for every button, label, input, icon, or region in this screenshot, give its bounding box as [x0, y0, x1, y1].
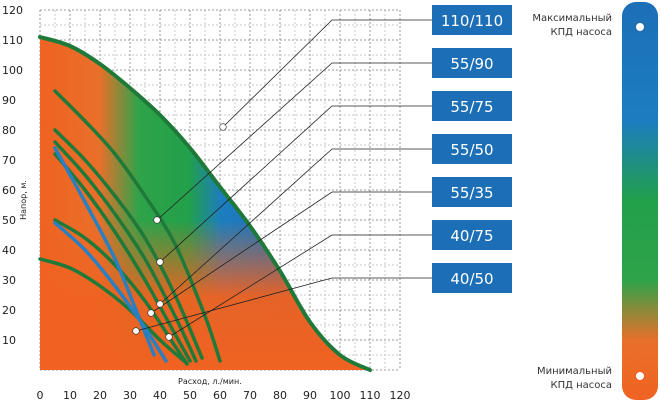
series-label-box [432, 134, 512, 164]
curves [38, 35, 372, 372]
x-tick-label: 20 [93, 389, 107, 402]
max-label-line2: КПД насоса [550, 27, 612, 38]
series-marker [147, 309, 155, 317]
efficiency-scale-bar [622, 2, 658, 400]
series-marker [165, 333, 173, 341]
series-curve [53, 152, 192, 363]
series-label-box [432, 48, 512, 78]
max-label-line1: Максимальный [532, 13, 612, 24]
series-label-text: 55/75 [450, 98, 493, 116]
efficiency-scale: Максимальный КПД насоса Минимальный КПД … [532, 2, 658, 400]
x-tick-label: 40 [153, 389, 167, 402]
series-marker [219, 123, 227, 131]
x-tick-label: 70 [243, 389, 257, 402]
y-tick-label: 20 [2, 304, 16, 317]
markers [132, 123, 227, 341]
leader-line [159, 148, 432, 305]
x-tick-label: 30 [123, 389, 137, 402]
series-label-text: 55/90 [450, 55, 493, 73]
series-label-box [432, 5, 512, 35]
x-tick-label: 10 [63, 389, 77, 402]
y-tick-label: 110 [2, 34, 23, 47]
series-curve [38, 35, 372, 372]
scale-max-marker [634, 21, 646, 33]
series-marker [156, 300, 164, 308]
x-axis-title: Расход, л./мин. [178, 377, 242, 386]
y-tick-label: 10 [2, 334, 16, 347]
series-label-box [432, 220, 512, 250]
leader-line [156, 62, 432, 221]
leader-line [150, 191, 432, 314]
leader-line [168, 234, 432, 338]
x-tick-label: 60 [213, 389, 227, 402]
series-labels: 110/110 55/90 55/75 55/50 55/35 40/75 40/50 [432, 5, 512, 293]
series-label: 55/50 [432, 134, 512, 164]
series-marker [132, 327, 140, 335]
y-tick-label: 60 [2, 184, 16, 197]
x-tick-label: 90 [303, 389, 317, 402]
series-label: 55/35 [432, 177, 512, 207]
y-axis-title: Напор, м. [19, 180, 28, 220]
series-label: 110/110 [432, 5, 512, 35]
x-tick-label: 100 [330, 389, 351, 402]
series-curve [38, 257, 186, 363]
y-tick-label: 70 [2, 154, 16, 167]
leader-line [135, 277, 432, 332]
series-marker [153, 216, 161, 224]
series-label-text: 40/50 [450, 270, 493, 288]
series-curve [53, 140, 198, 363]
series-label-text: 110/110 [441, 12, 503, 30]
series-curve [53, 89, 222, 363]
series-curve [53, 128, 204, 360]
min-label-line1: Минимальный [537, 366, 612, 377]
leader-line [222, 19, 432, 128]
x-tick-label: 110 [360, 389, 381, 402]
ticks: 0 10 20 30 40 50 60 70 80 90 100 110 120 10 20 30 40 50 60… [2, 4, 411, 402]
y-tick-label: 30 [2, 274, 16, 287]
series-label-box [432, 263, 512, 293]
y-tick-label: 90 [2, 94, 16, 107]
leader-line [159, 105, 432, 263]
y-tick-label: 80 [2, 124, 16, 137]
y-tick-label: 100 [2, 64, 23, 77]
series-curve [53, 221, 168, 363]
series-label: 55/90 [432, 48, 512, 78]
series-label-box [432, 91, 512, 121]
x-tick-label: 0 [37, 389, 44, 402]
series-curve [53, 218, 189, 366]
series-marker [156, 258, 164, 266]
series-label-text: 40/75 [450, 227, 493, 245]
series-label: 40/75 [432, 220, 512, 250]
x-tick-label: 50 [183, 389, 197, 402]
min-label-line2: КПД насоса [550, 380, 612, 391]
scale-min-marker [634, 370, 646, 382]
y-tick-label: 40 [2, 244, 16, 257]
leader-lines [135, 19, 432, 338]
series-label: 40/50 [432, 263, 512, 293]
series-label-box [432, 177, 512, 207]
x-tick-label: 80 [273, 389, 287, 402]
y-tick-label: 120 [2, 4, 23, 17]
x-tick-label: 120 [390, 389, 411, 402]
series-label: 55/75 [432, 91, 512, 121]
series-label-text: 55/35 [450, 184, 493, 202]
y-tick-label: 50 [2, 214, 16, 227]
series-label-text: 55/50 [450, 141, 493, 159]
